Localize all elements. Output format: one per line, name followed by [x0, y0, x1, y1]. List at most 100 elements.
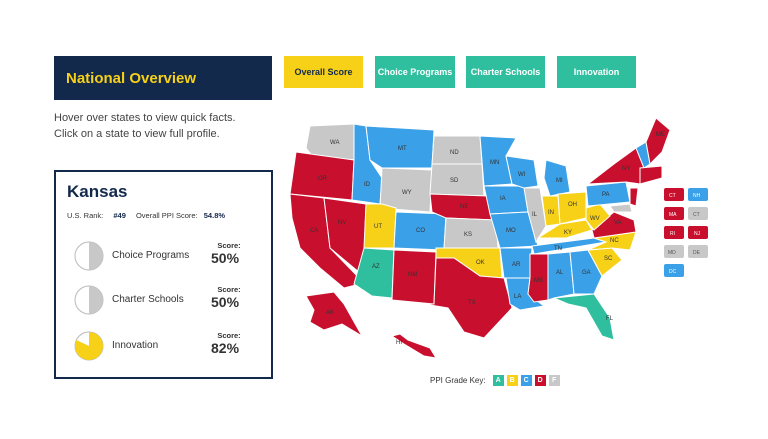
instruction-hover: Hover over states to view quick facts.: [54, 112, 236, 124]
state-ga[interactable]: [569, 249, 603, 295]
score-value: 82%: [211, 340, 240, 356]
tab-overall-score[interactable]: Overall Score: [284, 56, 363, 88]
pie-icon: [74, 241, 104, 271]
state-az[interactable]: [353, 247, 395, 299]
state-mt[interactable]: [365, 125, 435, 169]
label-va: VA: [614, 220, 622, 226]
label-il: IL: [532, 212, 538, 218]
label-tn: TN: [554, 246, 562, 252]
tab-innovation[interactable]: Innovation: [557, 56, 636, 88]
state-ma-ct-ri[interactable]: [639, 165, 663, 185]
box-label: NH: [693, 193, 701, 199]
box-de[interactable]: [688, 245, 708, 258]
label-fl: FL: [606, 316, 614, 322]
state-il[interactable]: [523, 187, 547, 244]
tab-charter-schools[interactable]: Charter Schools: [466, 56, 545, 88]
page-title: National Overview: [66, 69, 197, 87]
box-label: CT: [693, 212, 700, 218]
metric-label: Innovation: [112, 340, 159, 351]
label-me: ME: [656, 132, 665, 138]
label-ut: UT: [374, 224, 382, 230]
box-label: MD: [668, 250, 676, 256]
tab-choice-programs[interactable]: Choice Programs: [375, 56, 455, 88]
label-ne: NE: [460, 204, 468, 210]
state-ky[interactable]: [536, 219, 593, 239]
page-title-box: National Overview: [54, 56, 272, 100]
box-ct-red[interactable]: [664, 188, 684, 201]
grade-swatch-b: B: [506, 375, 518, 386]
state-va[interactable]: [591, 211, 637, 239]
box-md[interactable]: [664, 245, 684, 258]
label-al: AL: [556, 270, 564, 276]
score-value: 50%: [211, 250, 240, 266]
label-ok: OK: [476, 260, 485, 266]
box-label: NJ: [694, 231, 701, 237]
label-ms: MS: [534, 278, 543, 284]
label-sc: SC: [604, 256, 613, 262]
label-in: IN: [548, 210, 554, 216]
rank-line: U.S. Rank: #49 Overall PPI Score: 54.8%: [67, 211, 225, 220]
score-label: Score:: [217, 241, 241, 250]
box-nh[interactable]: [688, 188, 708, 201]
box-label: DC: [669, 269, 677, 275]
label-ak: AK: [326, 310, 334, 316]
label-la: LA: [514, 294, 521, 300]
label-tx: TX: [468, 300, 476, 306]
label-mi: MI: [556, 178, 563, 184]
label-ia: IA: [500, 196, 506, 202]
pie-icon: [74, 285, 104, 315]
us-map[interactable]: WA OR ID MT ND SD WY NV CA UT CO NE KS A…: [284, 108, 724, 363]
score-value: 50%: [211, 294, 240, 310]
state-labels: WA OR ID MT ND SD WY NV CA UT CO NE KS A…: [310, 132, 665, 346]
instructions: Hover over states to view quick facts. C…: [54, 110, 236, 142]
label-nm: NM: [408, 272, 417, 278]
box-label: CT: [669, 193, 676, 199]
label-wy: WY: [402, 190, 412, 196]
pie-fill: [75, 332, 103, 360]
grade-swatch-f: F: [548, 375, 560, 386]
small-state-boxes: CT NH MA CT RI NJ MD DE DC: [664, 188, 708, 277]
state-hi[interactable]: [390, 333, 437, 359]
rank-label: U.S. Rank:: [67, 211, 104, 220]
state-al[interactable]: [547, 251, 575, 301]
state-ny[interactable]: [586, 147, 645, 185]
label-ga: GA: [582, 270, 591, 276]
state-tx[interactable]: [423, 257, 513, 339]
box-dc[interactable]: [664, 264, 684, 277]
label-hi: HI: [396, 340, 402, 346]
box-label: DE: [693, 250, 701, 256]
state-name: Kansas: [67, 182, 128, 201]
label-az: AZ: [372, 264, 380, 270]
label-or: OR: [318, 176, 328, 182]
label-nv: NV: [338, 220, 346, 226]
state-ak[interactable]: [305, 291, 364, 338]
label-nc: NC: [610, 238, 619, 244]
metric-label: Choice Programs: [112, 250, 190, 261]
label-mn: MN: [490, 160, 499, 166]
state-wi[interactable]: [505, 155, 539, 189]
state-nj[interactable]: [629, 187, 639, 207]
label-nd: ND: [450, 150, 459, 156]
state-profile-card: Kansas U.S. Rank: #49 Overall PPI Score:…: [54, 170, 273, 379]
pie-icon: [74, 331, 104, 361]
box-ma[interactable]: [664, 207, 684, 220]
metric-label: Charter Schools: [112, 294, 184, 305]
label-ca: CA: [310, 228, 318, 234]
state-ia[interactable]: [483, 185, 529, 215]
pie-fill: [89, 242, 103, 270]
box-nj[interactable]: [688, 226, 708, 239]
state-md[interactable]: [609, 203, 633, 213]
label-pa: PA: [602, 192, 610, 198]
score-label: Score:: [217, 331, 241, 340]
box-label: MA: [669, 212, 677, 218]
label-wa: WA: [330, 140, 339, 146]
state-me[interactable]: [645, 117, 671, 166]
score-label: Score:: [217, 285, 241, 294]
label-co: CO: [416, 228, 425, 234]
state-fl[interactable]: [553, 293, 615, 341]
state-wy[interactable]: [379, 167, 433, 213]
box-ri[interactable]: [664, 226, 684, 239]
box-ct[interactable]: [688, 207, 708, 220]
label-mo: MO: [506, 228, 516, 234]
state-oh[interactable]: [557, 191, 587, 225]
